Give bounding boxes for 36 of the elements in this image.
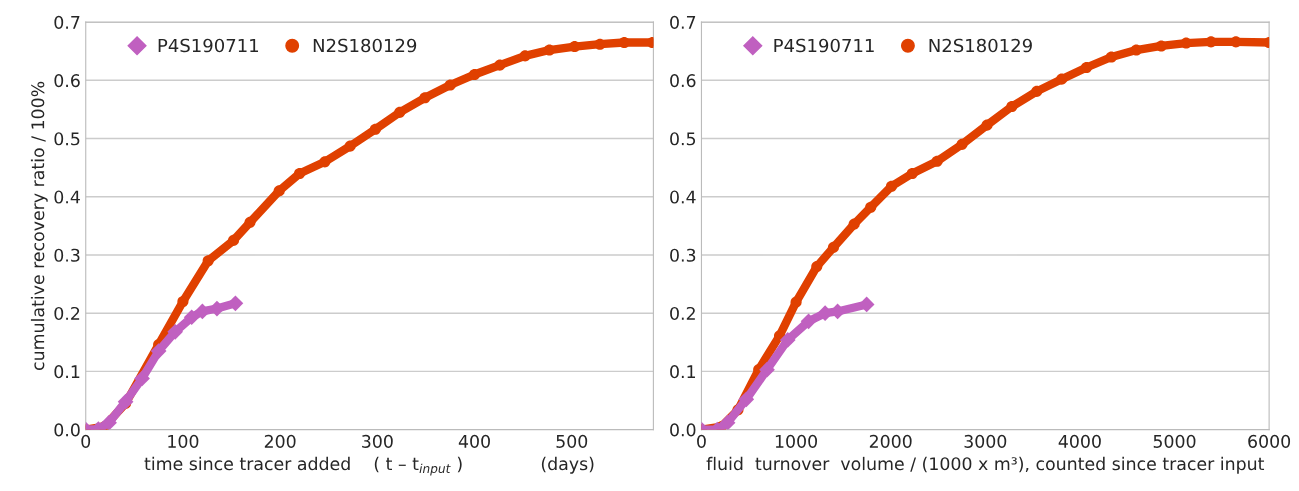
legend-label: N2S180129 [313,38,417,53]
y-tick-label: 0.0 [670,423,696,437]
y-tick-label: 0.7 [54,15,80,29]
x-tick-label: 0 [81,434,91,448]
y-tick-label: 0.4 [670,190,696,204]
x-tick-label: 6000 [1248,434,1291,448]
y-tick-label: 0.5 [670,132,696,146]
x-tick-label: 300 [362,434,393,448]
y-tick-label: 0.2 [54,306,80,321]
legend-label: P4S190711 [774,38,874,53]
legend-label: N2S180129 [929,38,1032,53]
x-tick-label: 0 [697,434,706,448]
x-axis-title: fluid turnover volume / (1000 x m³), counted since tracer input [706,456,1265,474]
x-tick-label: 1000 [775,434,818,448]
y-tick-label: 0.1 [670,365,695,379]
x-axis-title: time since tracer added ( t – t$_{input}$ ) (days) [144,456,594,476]
y-tick-label: 0.3 [54,248,80,262]
x-tick-label: 3000 [964,434,1007,448]
x-tick-label: 500 [556,434,588,448]
legend-label: P4S190711 [158,38,259,53]
y-tick-label: 0.7 [670,15,696,29]
x-tick-label: 2000 [869,434,912,448]
y-tick-label: 0.2 [670,306,695,321]
y-tick-label: 0.0 [54,423,80,437]
y-tick-label: 0.6 [54,74,80,88]
x-tick-label: 4000 [1058,434,1101,448]
x-tick-label: 400 [458,434,490,448]
x-tick-label: 100 [168,434,199,448]
y-tick-label: 0.5 [54,132,80,146]
x-tick-label: 5000 [1153,434,1196,448]
y-tick-label: 0.4 [54,190,80,204]
x-tick-label: 200 [264,434,296,448]
y-tick-label: 0.3 [670,248,696,262]
y-tick-label: 0.6 [670,74,696,88]
y-axis-title: cumulative recovery ratio / 100% [30,81,48,370]
y-tick-label: 0.1 [54,365,80,379]
